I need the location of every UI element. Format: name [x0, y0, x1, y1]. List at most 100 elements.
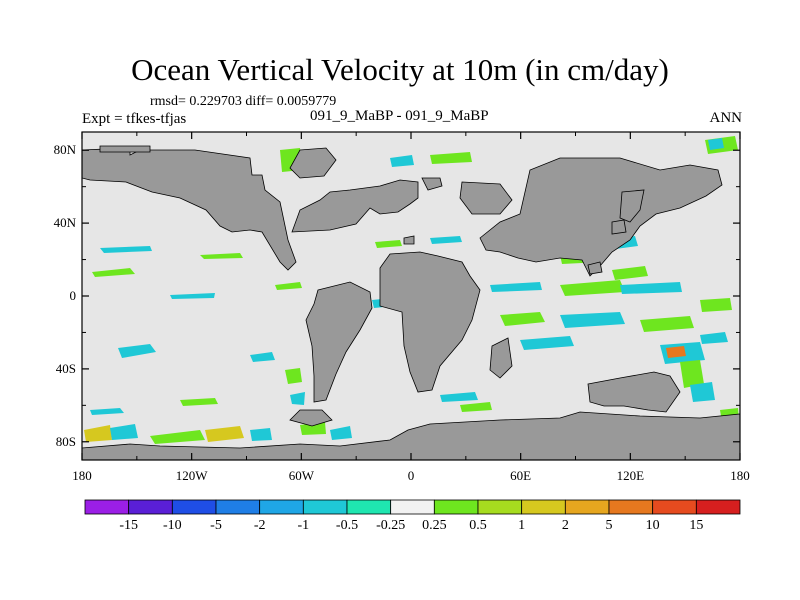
anomaly-patch: [275, 282, 302, 290]
colorbar-label: 10: [645, 518, 660, 533]
land-mask: [289, 409, 333, 427]
anomaly-patch: [560, 312, 625, 328]
land-mask: [479, 157, 723, 277]
colorbar-label: 15: [689, 518, 704, 533]
colorbar-swatch: [346, 499, 392, 515]
anomaly-patch: [250, 428, 272, 441]
stats-label: rmsd= 0.229703 diff= 0.0059779: [150, 94, 337, 109]
x-tick-label: 60W: [288, 468, 314, 483]
anomaly-patch: [150, 430, 205, 444]
x-tick-label: 120W: [175, 468, 208, 483]
map-title: Ocean Vertical Velocity at 10m (in cm/da…: [131, 52, 669, 87]
season-label: ANN: [709, 110, 743, 126]
colorbar: [84, 499, 741, 515]
land-mask: [421, 177, 443, 191]
x-tick-label: 180: [72, 468, 92, 483]
anomaly-patch: [90, 408, 124, 415]
colorbar-swatch: [521, 499, 566, 515]
anomaly-patch: [440, 392, 478, 402]
colorbar-swatch: [128, 499, 173, 515]
y-tick-label: 40N: [53, 215, 76, 231]
comparison-label: 091_9_MaBP - 091_9_MaBP: [310, 108, 489, 124]
y-tick-label: 80N: [53, 142, 76, 158]
anomaly-patch: [490, 282, 542, 292]
anomaly-patch: [285, 368, 302, 384]
anomaly-patch: [375, 240, 402, 248]
colorbar-swatch: [390, 499, 435, 515]
colorbar-swatch: [259, 499, 304, 515]
colorbar-label: 2: [561, 518, 569, 533]
anomaly-patch: [560, 280, 625, 296]
colorbar-label: -0.25: [376, 518, 406, 533]
axis-ticks: [81, 132, 741, 460]
colorbar-label: -0.5: [335, 518, 359, 533]
colorbar-swatch: [695, 499, 741, 515]
anomaly-patch: [100, 246, 152, 253]
land-mask: [619, 189, 645, 223]
colorbar-swatch: [652, 499, 697, 515]
colorbar-label: -1: [297, 518, 310, 533]
anomaly-patch: [640, 316, 694, 332]
anomaly-patch: [84, 425, 112, 442]
anomaly-patch: [430, 152, 472, 164]
land-mask: [289, 147, 337, 179]
land-mask: [489, 337, 513, 379]
colorbar-swatch: [477, 499, 523, 515]
colorbar-label: 0.25: [422, 518, 447, 533]
land-mask: [587, 371, 681, 413]
colorbar-swatch: [302, 499, 348, 515]
anomaly-patch: [680, 360, 704, 388]
land-mask: [81, 147, 297, 271]
y-tick-label: 40S: [55, 360, 76, 376]
x-tick-label: 0: [407, 468, 415, 483]
anomaly-patch: [290, 392, 305, 405]
colorbar-swatch: [433, 499, 479, 515]
y-tick-label: 80S: [55, 433, 76, 449]
colorbar-swatch: [215, 499, 261, 515]
colorbar-label: 0.5: [469, 518, 487, 533]
anomaly-patch: [620, 282, 682, 294]
land-mask: [99, 145, 151, 153]
anomaly-patch: [700, 298, 732, 312]
anomaly-patch: [300, 422, 326, 435]
x-tick-label: 120E: [616, 468, 645, 483]
anomaly-patch: [250, 352, 275, 362]
anomaly-patch: [92, 268, 135, 277]
anomaly-patch: [330, 426, 352, 440]
anomaly-patch: [460, 402, 492, 412]
anomaly-patch: [666, 346, 686, 358]
anomaly-patch: [500, 312, 545, 326]
anomaly-patch: [180, 398, 218, 406]
colorbar-label: 1: [518, 518, 526, 533]
experiment-label: Expt = tfkes-tfjas: [82, 111, 187, 127]
anomaly-patch: [118, 344, 156, 358]
colorbar-label: 5: [605, 518, 613, 533]
colorbar-swatch: [564, 499, 610, 515]
anomaly-patch: [612, 266, 648, 280]
land-mask: [459, 181, 513, 215]
land-mask: [403, 235, 415, 245]
land-mask: [587, 261, 603, 275]
anomaly-patch: [205, 426, 244, 442]
anomaly-patch: [390, 155, 414, 167]
land-mask: [611, 219, 627, 235]
anomaly-patch: [430, 236, 462, 244]
anomaly-patch: [708, 138, 724, 150]
colorbar-label: -2: [253, 518, 266, 533]
y-tick-label: 0: [69, 288, 77, 303]
anomaly-patch: [200, 253, 243, 259]
colorbar-swatch: [84, 499, 130, 515]
land-mask: [291, 179, 419, 233]
land-mask: [305, 281, 373, 403]
anomaly-patch: [700, 332, 728, 344]
anomaly-patch: [170, 293, 215, 299]
colorbar-label: -10: [162, 518, 182, 533]
colorbar-swatch: [608, 499, 654, 515]
anomaly-patch: [520, 336, 574, 350]
colorbar-label: -15: [119, 518, 138, 533]
x-tick-label: 60E: [510, 468, 532, 483]
land-masses: [81, 145, 741, 461]
map-plot-area: [81, 131, 741, 461]
anomaly-patch: [690, 382, 715, 402]
anomaly-patch: [110, 424, 138, 440]
